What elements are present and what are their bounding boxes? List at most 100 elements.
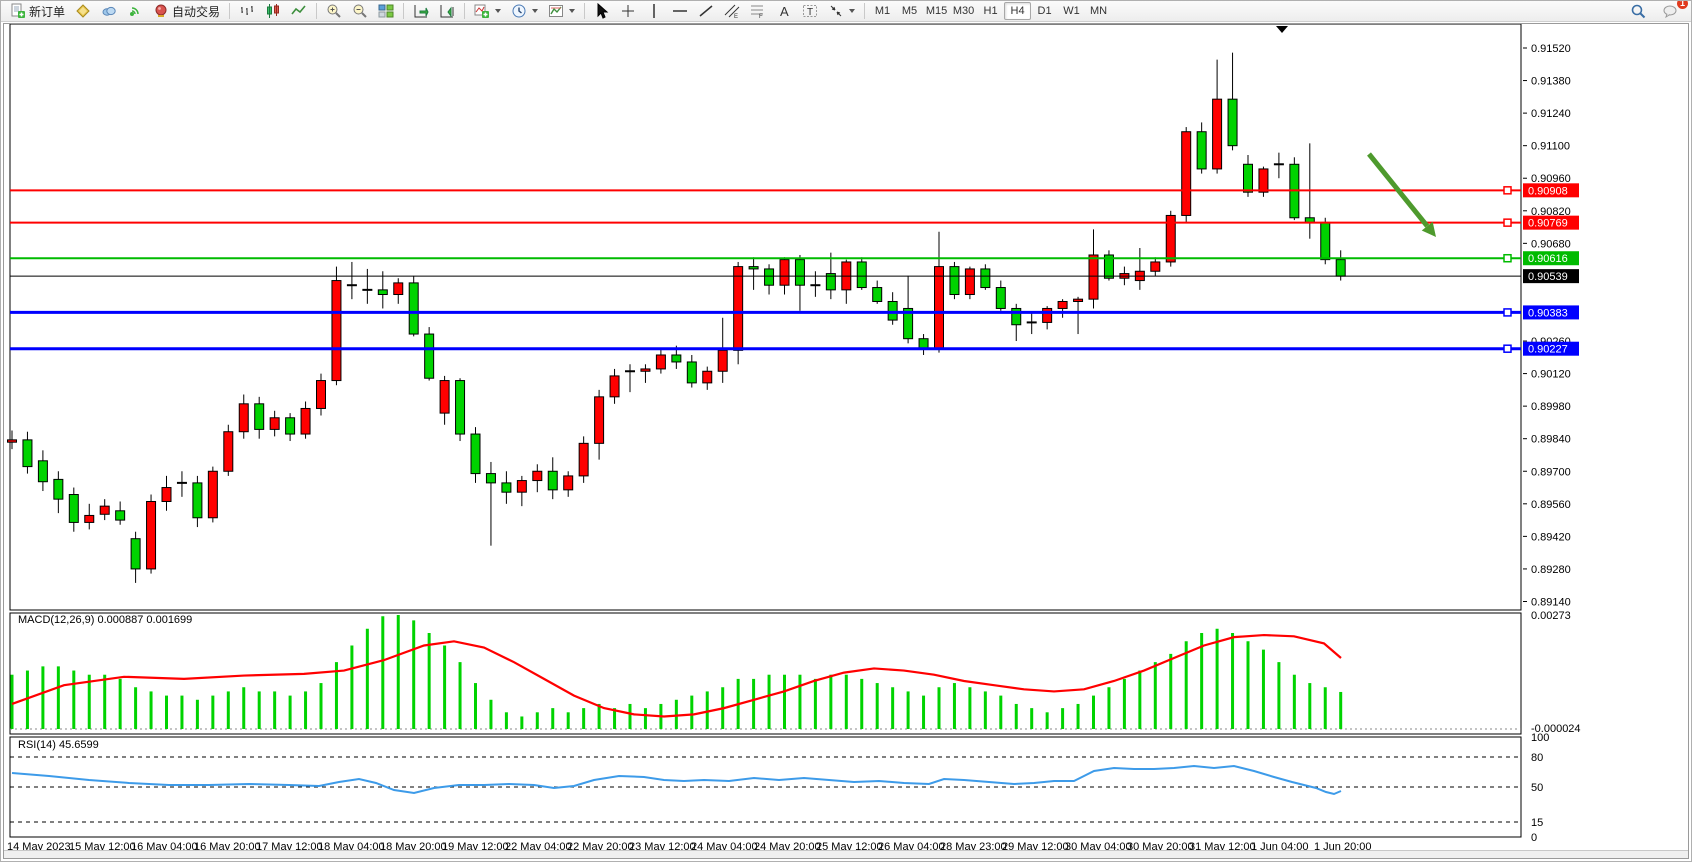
mql5-community-button[interactable] [96,2,122,21]
crosshair-button[interactable] [615,2,641,21]
svg-text:0.90960: 0.90960 [1531,173,1571,185]
svg-text:0.90680: 0.90680 [1531,238,1571,250]
cursor-button[interactable] [589,2,615,21]
price-tag: 0.90539 [1523,269,1579,284]
auto-scroll-button[interactable] [408,2,434,21]
vertical-line-button[interactable] [641,2,667,21]
chevron-down-icon [532,9,539,13]
svg-text:A: A [780,4,789,19]
svg-text:0.90539: 0.90539 [1528,271,1568,283]
chevron-down-icon [495,9,502,13]
svg-text:50: 50 [1531,782,1543,794]
timeframe-mn-button[interactable]: MN [1089,5,1108,17]
metaeditor-button[interactable] [70,2,96,21]
autotrading-button-label: 自动交易 [172,4,221,19]
main-toolbar: 新订单 自动交易 E F A T M1 M5 M15 M30 H1 H4 D1 W1 MN 1 [1,1,1691,22]
timeframe-h1-button[interactable]: H1 [983,5,998,17]
price-tag: 0.90616 [1523,251,1579,266]
zoom-in-button[interactable] [321,2,347,21]
price-tag: 0.90908 [1523,183,1579,198]
chat-button[interactable]: 1 [1657,1,1688,21]
shift-icon [440,5,454,18]
svg-text:0.90908: 0.90908 [1528,185,1568,197]
autoscroll-icon [414,5,429,18]
svg-text:0.90820: 0.90820 [1531,206,1571,218]
zoom-out-button[interactable] [347,2,373,21]
svg-text:0.91380: 0.91380 [1531,76,1571,88]
new-order-button[interactable]: 新订单 [5,2,70,21]
channel-icon: E [724,4,740,19]
autotrading-button[interactable]: 自动交易 [148,2,225,21]
bar-chart-button[interactable] [234,2,260,21]
toolbar-separator [584,3,586,19]
svg-text:15: 15 [1531,817,1543,829]
timeframe-w1-button[interactable]: W1 [1063,5,1080,17]
line-icon [291,5,306,15]
trend-arrow-annotation[interactable] [1367,152,1436,237]
toolbar-separator [864,3,866,19]
zoom-in-icon [327,4,341,18]
tile-icon [378,4,394,18]
new-order-icon [11,3,25,18]
chevron-down-icon [849,9,856,13]
trendline-button[interactable] [693,2,719,21]
pane-frames [9,24,1522,838]
hline-icon [673,10,688,12]
chart-surface[interactable]: 0.91520 0.91380 0.91240 0.91100 0.90960 0.908… [4,24,1690,860]
svg-text:100: 100 [1531,732,1549,744]
label-icon: T [803,5,818,18]
timeframe-m30-button[interactable]: M30 [952,5,975,17]
line-chart-button[interactable] [286,2,312,21]
text-label-button[interactable]: T [797,2,823,21]
fibonacci-button[interactable]: F [745,2,771,21]
svg-text:0.89560: 0.89560 [1531,499,1571,511]
price-tag: 0.90227 [1523,341,1579,356]
price-tag: 0.90769 [1523,215,1579,230]
svg-text:0.90616: 0.90616 [1528,253,1568,265]
svg-text:0.89700: 0.89700 [1531,466,1571,478]
autotrade-icon [155,4,167,17]
vline-icon [653,4,655,18]
arrows-icon [830,5,842,17]
svg-text:T: T [807,7,813,18]
tile-windows-button[interactable] [373,2,399,21]
search-button[interactable] [1625,2,1651,21]
equidistant-channel-button[interactable]: E [719,2,745,21]
arrows-button[interactable] [823,2,860,21]
templates-button[interactable] [543,2,580,21]
text-button[interactable]: A [771,2,797,21]
chart-shift-marker[interactable] [1276,26,1288,33]
svg-text:0: 0 [1531,832,1537,844]
timeframe-m1-button[interactable]: M1 [874,5,891,17]
rsi-pane: 100 80 50 15 0 [10,732,1549,844]
trendline-icon [699,5,713,17]
indicators-icon [474,4,490,18]
timeframe-m15-button[interactable]: M15 [925,5,948,17]
gold-icon [76,4,90,18]
crosshair-icon [622,5,635,17]
timeframe-m5-button[interactable]: M5 [901,5,918,17]
indicators-button[interactable] [469,2,506,21]
svg-text:F: F [759,14,763,19]
toolbar-separator [464,3,466,19]
svg-text:0.89140: 0.89140 [1531,596,1571,608]
level-lines[interactable]: 0.90908 0.90769 0.90616 0.90539 0.90383 0.902… [10,183,1579,356]
svg-text:0.91100: 0.91100 [1531,141,1570,153]
timeframe-d1-button[interactable]: D1 [1037,5,1052,17]
candles-icon [267,4,280,18]
bars-icon [241,6,254,15]
rsi-label: RSI(14) 45.6599 [18,739,99,751]
svg-text:0.91240: 0.91240 [1531,108,1571,120]
rsi-line [11,764,1342,796]
timeframe-h4-button[interactable]: H4 [1004,2,1032,20]
chat-icon [1663,5,1677,19]
candlestick-chart-button[interactable] [260,2,286,21]
chart-shift-button[interactable] [434,2,460,21]
signals-button[interactable] [122,2,148,21]
periods-button[interactable] [506,2,543,21]
zoom-out-icon [353,4,367,18]
fibo-icon: F [751,5,764,19]
svg-text:0.90383: 0.90383 [1528,307,1568,319]
horizontal-line-button[interactable] [667,2,693,21]
svg-text:E: E [734,14,738,19]
